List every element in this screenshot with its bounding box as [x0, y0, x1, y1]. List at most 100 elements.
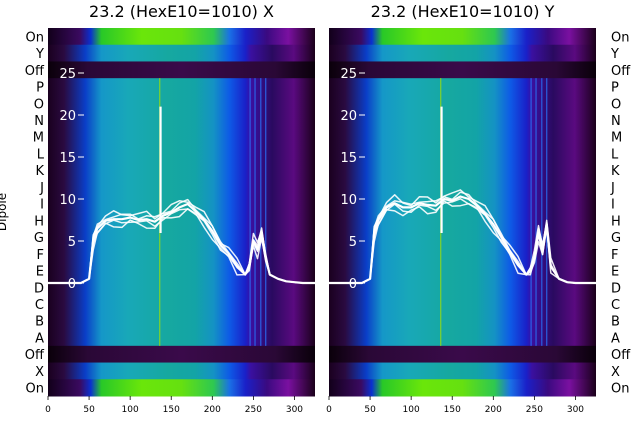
series-line — [48, 200, 315, 284]
dipole-label: C — [35, 298, 44, 313]
x-tick-label: 200 — [204, 405, 221, 415]
dipole-label: On — [611, 382, 629, 397]
heatmap-row — [48, 379, 315, 397]
heatmap-row — [48, 94, 315, 113]
y-tick-label: 25 — [340, 67, 357, 82]
dipole-label: D — [34, 281, 44, 296]
dipole-label: N — [611, 114, 621, 129]
heatmap-row — [48, 295, 315, 313]
heatmap-row — [48, 312, 315, 330]
heatmap-row — [329, 345, 596, 364]
dipole-label: On — [611, 30, 629, 45]
x-tick-label: 50 — [364, 405, 376, 415]
dipole-label: M — [611, 131, 622, 146]
x-tick-label: 0 — [45, 405, 51, 415]
dipole-label: I — [611, 198, 615, 213]
y-tick-label: 5 — [68, 235, 76, 250]
dipole-label: L — [37, 147, 45, 162]
heatmap-row — [329, 44, 596, 62]
y-tick-label: 15 — [59, 151, 76, 166]
panel-title: 23.2 (HexE10=1010) X — [89, 2, 274, 21]
dipole-label: D — [611, 281, 621, 296]
heatmap-row — [48, 111, 315, 129]
x-tick-label: 200 — [485, 405, 502, 415]
y-tick-label: 25 — [59, 67, 76, 82]
dipole-label: E — [36, 265, 44, 280]
dipole-label: J — [39, 181, 44, 196]
heatmap-row — [329, 161, 596, 180]
x-tick-label: 50 — [83, 405, 95, 415]
heatmap-row — [48, 278, 315, 297]
heatmap-row — [329, 94, 596, 113]
heatmap-row — [329, 278, 596, 297]
y-tick-label: 10 — [340, 193, 357, 208]
dipole-label: Y — [35, 47, 44, 62]
dipole-label: Y — [610, 47, 619, 62]
dipole-label: J — [610, 181, 615, 196]
heatmap-row — [48, 245, 315, 263]
dipole-label: E — [611, 265, 619, 280]
dipole-label: K — [611, 164, 620, 179]
heatmap-row — [48, 228, 315, 246]
x-tick-label: 250 — [526, 405, 543, 415]
dipole-label: P — [36, 81, 44, 96]
dipole-label: M — [33, 131, 44, 146]
heatmap-row — [48, 44, 315, 62]
dipole-label: K — [35, 164, 44, 179]
heatmap-row — [329, 195, 596, 213]
heatmap-row — [48, 161, 315, 180]
series-line — [329, 200, 596, 284]
heatmap-row — [329, 178, 596, 196]
x-tick-label: 300 — [567, 405, 584, 415]
dipole-label: A — [35, 331, 44, 346]
dipole-label: L — [611, 147, 619, 162]
heatmap-row — [48, 345, 315, 364]
dipole-label: N — [34, 114, 44, 129]
dipole-label: On — [26, 30, 44, 45]
heatmap-row — [329, 145, 596, 163]
y-tick-label: 5 — [349, 235, 357, 250]
y-axis-label: Dipole — [0, 193, 9, 231]
heatmap-row — [329, 61, 596, 79]
heatmap-row — [329, 111, 596, 129]
heatmap-row — [329, 212, 596, 230]
dipole-label: X — [611, 365, 620, 380]
heatmap-row — [329, 379, 596, 397]
y-tick-label: 20 — [340, 109, 357, 124]
heatmap-row — [329, 128, 596, 146]
dipole-label: A — [611, 331, 620, 346]
x-tick-label: 150 — [163, 405, 180, 415]
heatmap-row — [48, 195, 315, 213]
heatmap-row — [329, 245, 596, 263]
y-tick-label: 15 — [340, 151, 357, 166]
panel-right: 23.2 (HexE10=1010) Y 0 5 10 15 20 25 On Y Off PONM… — [326, 2, 631, 415]
dipole-label: Off — [25, 64, 45, 79]
dipole-label: Off — [25, 348, 45, 363]
dipole-label: B — [611, 315, 620, 330]
dipole-label: H — [611, 214, 621, 229]
x-tick-label: 0 — [326, 405, 332, 415]
heatmap-row — [48, 128, 315, 146]
x-tick-label: 150 — [444, 405, 461, 415]
series-line — [329, 189, 596, 284]
heatmap-row — [329, 362, 596, 380]
x-tick-label: 100 — [403, 405, 420, 415]
heatmap-row — [329, 78, 596, 96]
x-tick-label: 300 — [286, 405, 303, 415]
heatmap-row — [329, 295, 596, 313]
dipole-label: P — [611, 81, 619, 96]
heatmap-row — [48, 329, 315, 347]
dipole-label: O — [34, 97, 44, 112]
heatmap-row — [48, 145, 315, 163]
panel-left: 23.2 (HexE10=1010) X 0 5 10 15 20 25 On Y Off PONM… — [0, 2, 315, 415]
dipole-label: Off — [611, 348, 631, 363]
heatmap-row — [48, 362, 315, 380]
dipole-label: H — [34, 214, 44, 229]
dipole-label: B — [35, 315, 44, 330]
dipole-label: F — [611, 248, 618, 263]
y-tick-label: 10 — [59, 193, 76, 208]
dipole-label: C — [611, 298, 620, 313]
dipole-label: X — [35, 365, 44, 380]
heatmap-row — [329, 28, 596, 46]
